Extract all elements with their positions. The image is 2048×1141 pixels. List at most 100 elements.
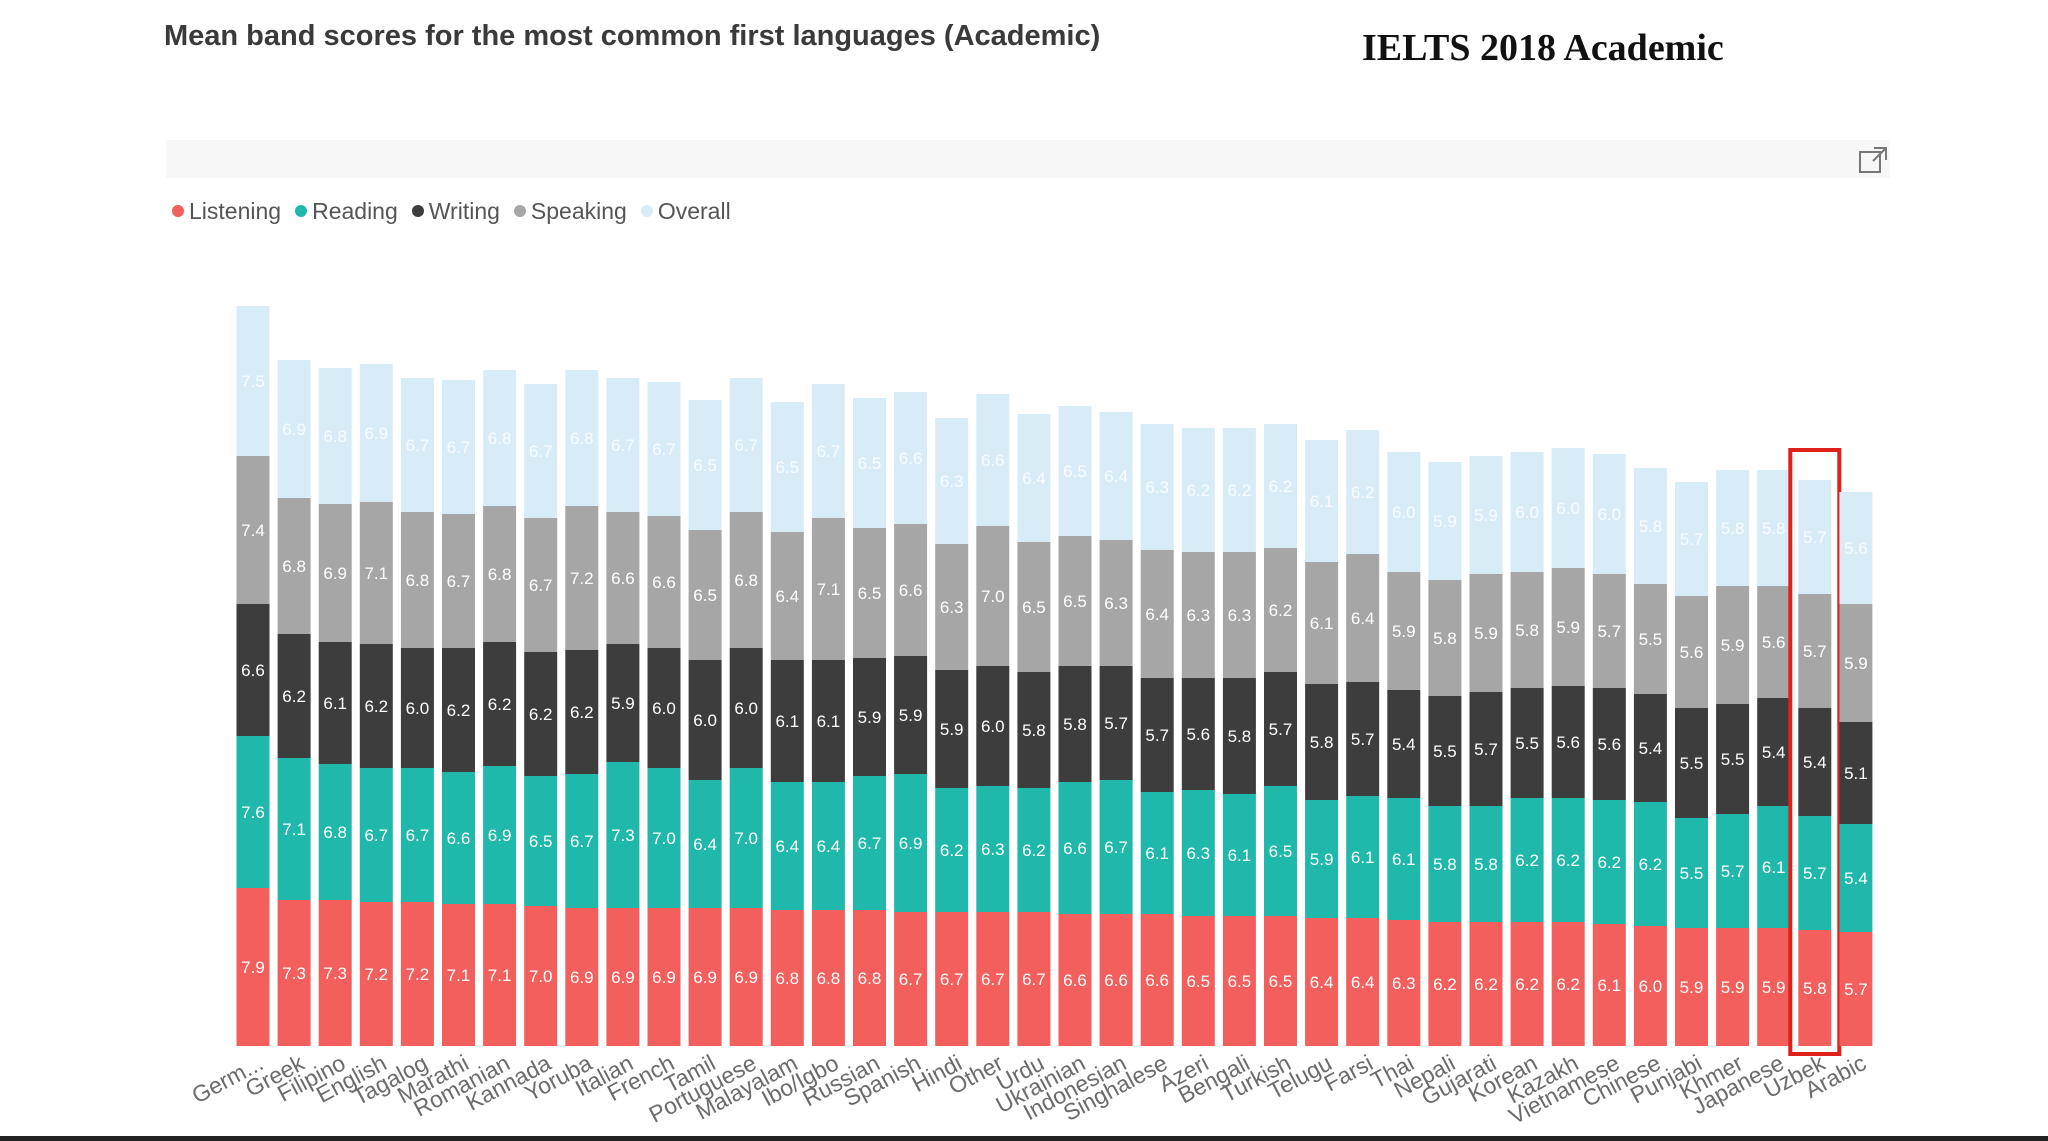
bar-segment-listening[interactable] [1305,918,1339,1046]
legend-item-speaking[interactable]: Speaking [513,198,627,225]
bar-segment-overall[interactable] [1675,482,1708,596]
focus-mode-icon[interactable] [1858,146,1888,174]
bar-segment-overall[interactable] [688,400,722,530]
bar-segment-overall[interactable] [729,378,763,512]
bar-segment-speaking[interactable] [318,504,352,642]
bar-segment-reading[interactable] [1510,798,1544,922]
bar-segment-speaking[interactable] [1633,584,1667,694]
bar-segment-writing[interactable] [976,666,1010,786]
bar-segment-writing[interactable] [1675,708,1708,818]
bar-segment-speaking[interactable] [811,518,845,660]
bar-segment-speaking[interactable] [442,514,475,648]
bar-segment-writing[interactable] [1716,704,1750,814]
bar-segment-speaking[interactable] [277,498,311,634]
bar-segment-reading[interactable] [1839,824,1873,932]
bar-segment-listening[interactable] [1757,928,1791,1046]
bar-segment-writing[interactable] [894,656,928,774]
bar-segment-overall[interactable] [647,382,681,516]
bar-segment-reading[interactable] [688,780,722,908]
bar-segment-overall[interactable] [483,370,517,506]
bar-segment-reading[interactable] [1428,806,1462,922]
legend-item-writing[interactable]: Writing [411,198,500,225]
bar-segment-listening[interactable] [483,904,517,1046]
bar-segment-listening[interactable] [1264,916,1297,1046]
bar-segment-reading[interactable] [1675,818,1708,928]
bar-segment-reading[interactable] [1716,814,1750,928]
bar-segment-writing[interactable] [1017,672,1051,788]
bar-segment-listening[interactable] [729,908,763,1046]
bar-segment-speaking[interactable] [606,512,640,644]
bar-segment-writing[interactable] [400,648,434,768]
bar-segment-overall[interactable] [1181,428,1215,552]
bar-segment-overall[interactable] [1264,424,1297,548]
bar-segment-writing[interactable] [1428,696,1462,806]
bar-segment-listening[interactable] [1675,928,1708,1046]
bar-segment-reading[interactable] [647,768,681,908]
bar-segment-writing[interactable] [1551,686,1585,798]
bar-segment-speaking[interactable] [1675,596,1708,708]
bar-segment-reading[interactable] [1140,792,1174,914]
bar-segment-listening[interactable] [1346,918,1380,1046]
bar-segment-listening[interactable] [277,900,311,1046]
bar-segment-listening[interactable] [1633,926,1667,1046]
bar-segment-speaking[interactable] [565,506,599,650]
bar-segment-overall[interactable] [1222,428,1256,552]
bar-segment-writing[interactable] [1757,698,1791,806]
bar-segment-writing[interactable] [236,604,270,736]
bar-segment-writing[interactable] [1099,666,1133,780]
bar-segment-listening[interactable] [853,910,886,1046]
bar-segment-speaking[interactable] [1551,568,1585,686]
bar-segment-writing[interactable] [1264,672,1297,786]
bar-segment-writing[interactable] [565,650,599,774]
bar-segment-overall[interactable] [1551,448,1585,568]
bar-segment-listening[interactable] [894,912,928,1046]
bar-segment-writing[interactable] [1058,666,1092,782]
bar-segment-reading[interactable] [853,776,886,910]
bar-segment-speaking[interactable] [524,518,558,652]
bar-segment-overall[interactable] [1757,470,1791,586]
bar-segment-writing[interactable] [1222,678,1256,794]
bar-segment-reading[interactable] [1346,796,1380,918]
bar-segment-writing[interactable] [853,658,886,776]
bar-segment-speaking[interactable] [1469,574,1503,692]
bar-segment-overall[interactable] [935,418,969,544]
bar-segment-writing[interactable] [442,648,475,772]
bar-segment-speaking[interactable] [1798,594,1832,708]
bar-segment-writing[interactable] [770,660,804,782]
bar-segment-reading[interactable] [565,774,599,908]
bar-segment-overall[interactable] [565,370,599,506]
bar-segment-speaking[interactable] [1428,580,1462,696]
bar-segment-overall[interactable] [1346,430,1380,554]
bar-segment-writing[interactable] [935,670,969,788]
bar-segment-listening[interactable] [565,908,599,1046]
bar-segment-writing[interactable] [1798,708,1832,816]
bar-segment-reading[interactable] [729,768,763,908]
bar-segment-speaking[interactable] [1099,540,1133,666]
bar-segment-listening[interactable] [524,906,558,1046]
bar-segment-listening[interactable] [688,908,722,1046]
bar-segment-listening[interactable] [1428,922,1462,1046]
bar-segment-overall[interactable] [853,398,886,528]
bar-segment-overall[interactable] [811,384,845,518]
bar-segment-overall[interactable] [359,364,393,502]
bar-segment-reading[interactable] [1305,800,1339,918]
bar-segment-reading[interactable] [442,772,475,904]
bar-segment-overall[interactable] [442,380,475,514]
bar-segment-speaking[interactable] [1510,572,1544,688]
bar-segment-reading[interactable] [1058,782,1092,914]
bar-segment-overall[interactable] [1017,414,1051,542]
legend-item-listening[interactable]: Listening [172,198,281,225]
bar-segment-listening[interactable] [976,912,1010,1046]
bar-segment-reading[interactable] [483,766,517,904]
bar-segment-reading[interactable] [811,782,845,910]
bar-segment-overall[interactable] [1428,462,1462,580]
bar-segment-overall[interactable] [606,378,640,512]
bar-segment-listening[interactable] [811,910,845,1046]
bar-segment-listening[interactable] [935,912,969,1046]
bar-segment-writing[interactable] [1181,678,1215,790]
bar-segment-reading[interactable] [770,782,804,910]
bar-segment-writing[interactable] [647,648,681,768]
bar-segment-listening[interactable] [647,908,681,1046]
bar-segment-speaking[interactable] [935,544,969,670]
bar-segment-speaking[interactable] [1058,536,1092,666]
